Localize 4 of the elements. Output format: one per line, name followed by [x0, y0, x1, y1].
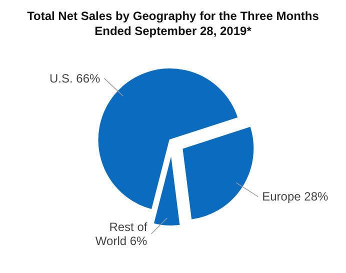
- chart-title: Total Net Sales by Geography for the Three Months Ended September 28, 2019*: [27, 9, 320, 38]
- slice-label: U.S. 66%: [50, 71, 101, 86]
- slice-label: Rest of World 6%: [95, 220, 148, 248]
- slice-label: Europe 28%: [262, 190, 328, 204]
